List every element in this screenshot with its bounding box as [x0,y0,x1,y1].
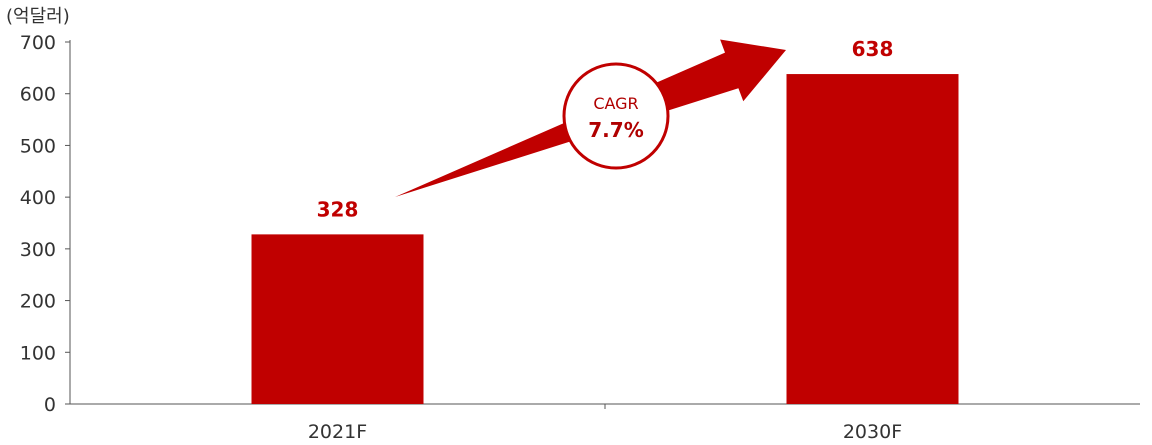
y-tick-label: 100 [20,342,56,364]
y-tick-label: 700 [20,32,56,54]
axes [69,40,1140,409]
bar [251,234,424,404]
cagr-value: 7.7% [588,118,643,142]
y-tick-label: 200 [20,291,56,313]
y-tick-label: 400 [20,187,56,209]
y-tick-label: 0 [44,394,56,416]
y-tick-label: 600 [20,84,56,106]
cagr-badge: CAGR 7.7% [562,62,670,170]
value-labels: 328 638 [317,37,894,221]
x-category-label: 2021F [308,421,367,443]
bar-value-label: 328 [317,197,359,221]
bars [251,74,959,404]
bar-value-label: 638 [852,37,894,61]
y-axis-unit-label: (억달러) [6,6,70,27]
bar [786,74,959,404]
x-category-label: 2030F [843,421,902,443]
y-axis-ticks: 0 100 200 300 400 500 600 700 [20,32,70,416]
cagr-circle [562,62,670,170]
y-tick-label: 500 [20,135,56,157]
y-tick-label: 300 [20,239,56,261]
x-axis-category-labels: 2021F 2030F [308,421,902,443]
cagr-label: CAGR [593,94,638,113]
